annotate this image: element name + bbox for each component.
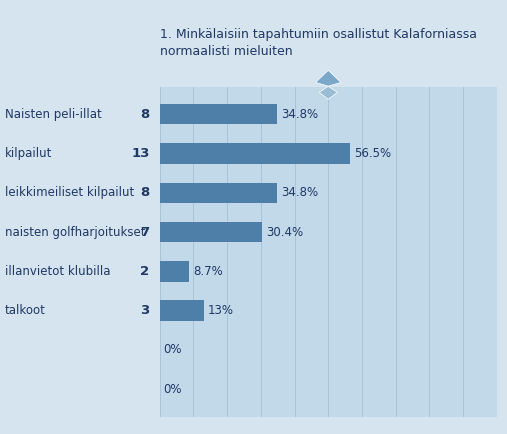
Text: illanvietot klubilla: illanvietot klubilla [5, 265, 111, 278]
Text: 2: 2 [140, 265, 150, 278]
Bar [160, 143, 350, 164]
Text: 0%: 0% [163, 343, 182, 356]
Text: 13%: 13% [207, 304, 234, 317]
Text: naisten golfharjoitukset: naisten golfharjoitukset [5, 226, 146, 239]
Bar [160, 183, 277, 203]
Bar [160, 300, 203, 321]
Text: leikkimeiliset kilpailut: leikkimeiliset kilpailut [5, 186, 134, 199]
Text: Naisten peli-illat: Naisten peli-illat [5, 108, 102, 121]
Text: 8.7%: 8.7% [193, 265, 223, 278]
Text: 34.8%: 34.8% [281, 108, 318, 121]
Text: 0%: 0% [163, 383, 182, 396]
Text: 30.4%: 30.4% [266, 226, 303, 239]
Bar [160, 104, 277, 125]
Text: 34.8%: 34.8% [281, 186, 318, 199]
Text: 7: 7 [140, 226, 150, 239]
Bar [160, 261, 189, 282]
Text: talkoot: talkoot [5, 304, 46, 317]
Text: 3: 3 [140, 304, 150, 317]
Text: 13: 13 [131, 147, 150, 160]
Text: 8: 8 [140, 108, 150, 121]
Text: 1. Minkälaisiin tapahtumiin osallistut Kalaforniassa
normaalisti mieluiten: 1. Minkälaisiin tapahtumiin osallistut K… [160, 28, 477, 58]
Text: 8: 8 [140, 186, 150, 199]
Text: 56.5%: 56.5% [354, 147, 391, 160]
Text: kilpailut: kilpailut [5, 147, 52, 160]
Bar [160, 222, 262, 242]
